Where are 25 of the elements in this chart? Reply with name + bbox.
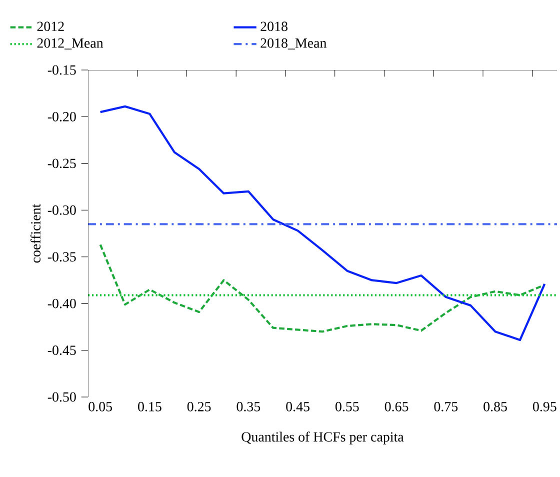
legend-label: 2018 xyxy=(260,22,288,32)
y-tick-label: -0.45 xyxy=(48,346,76,356)
x-tick-label: 0.95 xyxy=(532,402,556,412)
y-tick-label: -0.25 xyxy=(48,158,76,168)
legend-label: 2018_Mean xyxy=(260,38,327,50)
line-series xyxy=(99,105,546,342)
y-tick-label: -0.35 xyxy=(48,252,76,262)
y-tick-label: -0.20 xyxy=(48,112,76,122)
y-axis-title: coefficient xyxy=(30,204,40,263)
x-tick-label: 0.75 xyxy=(434,402,458,412)
x-tick-label: 0.05 xyxy=(88,402,112,412)
y-tick-label: -0.40 xyxy=(48,298,76,308)
x-tick-label: 0.45 xyxy=(286,402,310,412)
y-tick-label: -0.50 xyxy=(48,392,76,402)
x-tick-label: 0.65 xyxy=(384,402,408,412)
legend-label: 2012 xyxy=(37,22,64,32)
y-tick-label: -0.15 xyxy=(48,65,76,75)
legend-label: 2012_Mean xyxy=(37,38,104,50)
x-tick-label: 0.55 xyxy=(336,402,359,412)
x-tick-label: 0.25 xyxy=(187,402,211,412)
y-tick-label: -0.30 xyxy=(48,205,76,215)
x-tick-label: 0.85 xyxy=(484,402,507,412)
x-axis-title: Quantiles of HCFs per capita xyxy=(242,432,404,444)
x-tick-label: 0.15 xyxy=(138,402,162,412)
x-tick-label: 0.35 xyxy=(236,402,260,412)
